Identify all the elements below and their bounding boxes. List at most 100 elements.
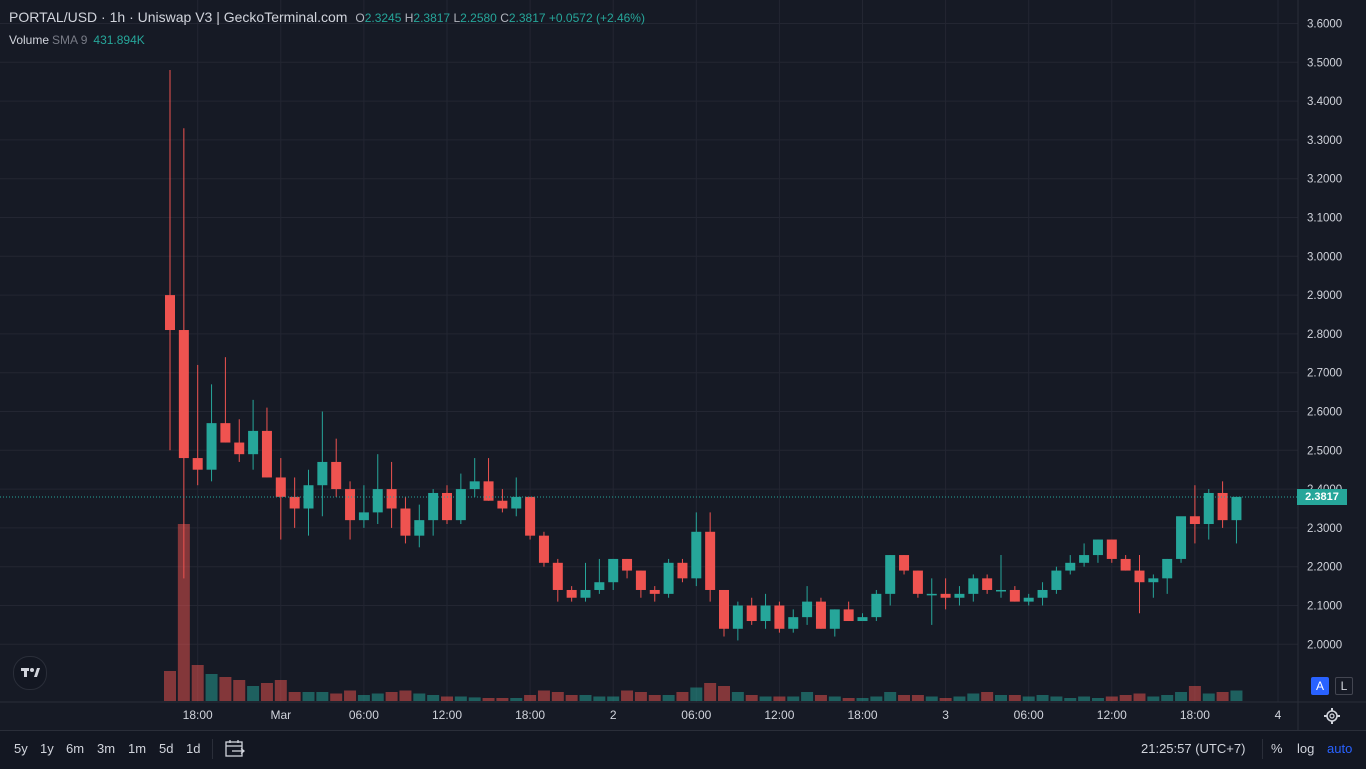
candle (428, 489, 439, 536)
symbol-title: PORTAL/USD · 1h · Uniswap V3 | GeckoTerm… (9, 9, 348, 25)
auto-scale-toggle[interactable]: auto (1327, 741, 1353, 756)
tradingview-logo-icon[interactable] (13, 656, 47, 690)
x-tick-label: 4 (1275, 708, 1282, 722)
x-tick-label: 06:00 (681, 708, 711, 722)
timeframe-6m[interactable]: 6m (66, 741, 85, 756)
volume-bar (468, 697, 481, 701)
calendar-range-icon[interactable] (224, 738, 246, 760)
candle (455, 473, 466, 525)
volume-bar (1133, 693, 1146, 701)
y-tick-label: 3.5000 (1307, 57, 1342, 69)
candle (220, 357, 231, 443)
candle (178, 128, 189, 579)
timeframe-1y[interactable]: 1y (40, 741, 54, 756)
candle-body (192, 458, 203, 470)
candle (525, 496, 536, 540)
volume-bar (164, 671, 176, 701)
log-scale-button[interactable]: L (1335, 677, 1353, 695)
timeframe-1m[interactable]: 1m (128, 741, 147, 756)
volume-bar (759, 696, 772, 701)
candle-body (815, 601, 826, 629)
candle (788, 609, 799, 633)
volume-bar (288, 692, 301, 701)
timeframe-3m[interactable]: 3m (97, 741, 116, 756)
volume-bar (427, 695, 440, 701)
candle-body (414, 520, 425, 536)
gear-icon[interactable] (1324, 708, 1340, 724)
volume-bar (773, 696, 786, 701)
log-scale-toggle[interactable]: log (1297, 741, 1315, 756)
candle-body (677, 562, 688, 579)
x-tick-label: 12:00 (764, 708, 794, 722)
candle (331, 438, 342, 497)
ohlc-values: O2.3245 H2.3817 L2.2580 C2.3817 +0.0572 … (355, 11, 645, 25)
y-tick-label: 2.1000 (1307, 601, 1342, 613)
x-tick-label: Mar (270, 708, 291, 722)
candle (622, 558, 633, 579)
candle (1065, 555, 1076, 575)
volume-bar (925, 696, 938, 701)
x-tick-label: 12:00 (1097, 708, 1127, 722)
candle (857, 613, 868, 622)
candlestick-chart[interactable]: 2.00002.10002.20002.30002.40002.50002.60… (0, 0, 1366, 730)
candle-body (428, 492, 439, 521)
x-tick-label: 12:00 (432, 708, 462, 722)
x-tick-label: 18:00 (847, 708, 877, 722)
candle (926, 578, 937, 625)
volume-bar (911, 695, 924, 701)
x-tick-label: 18:00 (183, 708, 213, 722)
candle (1037, 582, 1048, 606)
candle-body (455, 489, 466, 521)
volume-bar (205, 674, 218, 701)
volume-bar (537, 690, 550, 701)
volume-bar (648, 695, 661, 701)
auto-scale-button[interactable]: A (1311, 677, 1329, 695)
y-tick-label: 3.3000 (1307, 135, 1342, 147)
y-tick-label: 2.0000 (1307, 639, 1342, 651)
candle (275, 458, 286, 540)
candle (400, 496, 411, 544)
candle-body (206, 423, 217, 470)
timezone-clock[interactable]: 21:25:57 (UTC+7) (1141, 741, 1246, 756)
volume-bar (842, 698, 855, 701)
percent-scale-toggle[interactable]: % (1271, 741, 1283, 756)
candle-body (178, 330, 189, 459)
volume-bar (1202, 693, 1215, 701)
volume-bar (704, 683, 717, 701)
volume-bar (1050, 696, 1063, 701)
volume-bar (1216, 692, 1229, 701)
candle-body (760, 605, 771, 622)
volume-bar (801, 692, 814, 701)
candle-body (220, 423, 231, 443)
volume-bar (219, 677, 232, 701)
candle (1231, 496, 1242, 544)
volume-bar (1147, 696, 1160, 701)
candle (261, 407, 272, 478)
timeframe-5y[interactable]: 5y (14, 741, 28, 756)
volume-bar (981, 692, 994, 701)
volume-bars (164, 524, 1243, 701)
candle-body (1217, 492, 1228, 521)
timeframe-1d[interactable]: 1d (186, 741, 201, 756)
candle-body (663, 562, 674, 594)
volume-bar (718, 686, 730, 701)
candle (566, 586, 577, 602)
candle-body (261, 430, 272, 478)
candle (732, 601, 743, 641)
volume-bar (662, 695, 675, 701)
candle (1051, 566, 1062, 594)
candle-body (996, 589, 1006, 592)
timeframe-5d[interactable]: 5d (159, 741, 174, 756)
volume-bar (995, 695, 1007, 701)
y-tick-label: 2.8000 (1307, 329, 1342, 341)
candle (1009, 586, 1020, 602)
candle-body (386, 489, 397, 509)
toolbar-divider-right (1262, 739, 1263, 759)
candle-body (1148, 578, 1159, 583)
candle (912, 570, 923, 598)
volume-bar (634, 692, 647, 701)
volume-bar (441, 696, 453, 701)
candle (1106, 539, 1117, 563)
open-value: 2.3245 (364, 11, 402, 25)
